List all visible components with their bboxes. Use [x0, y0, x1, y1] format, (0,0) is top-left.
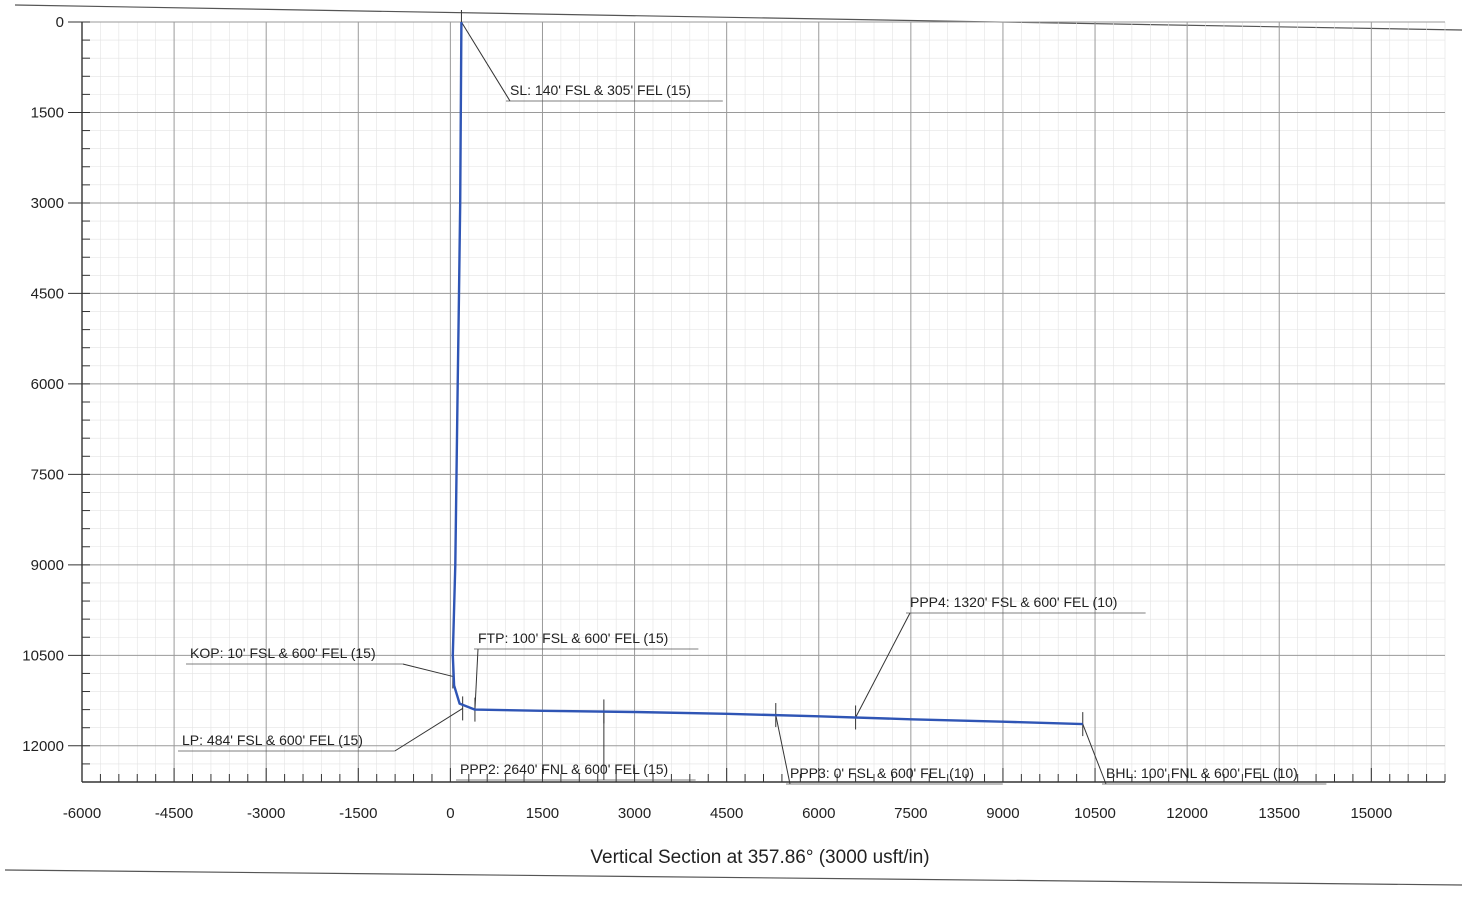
y-tick-label: 9000	[31, 557, 64, 574]
x-tick-label: 9000	[986, 805, 1019, 822]
x-tick-label: -3000	[247, 805, 285, 822]
y-tick-label: 7500	[31, 466, 64, 483]
x-tick-label: -6000	[63, 805, 101, 822]
y-tick-label: 10500	[22, 647, 64, 664]
wellbore-trajectory-line	[451, 21, 1083, 726]
x-tick-label: 12000	[1166, 805, 1208, 822]
bottom-rule	[4, 869, 1463, 886]
y-tick-label: 3000	[31, 195, 64, 212]
x-tick-label: 15000	[1350, 805, 1392, 822]
x-tick-label: -1500	[339, 805, 377, 822]
x-tick-label: 0	[446, 805, 454, 822]
x-tick-label: 13500	[1258, 805, 1300, 822]
x-tick-label: 6000	[802, 805, 835, 822]
major-grid	[81, 21, 1445, 782]
annotation-leader	[474, 648, 479, 710]
annotation-label: PPP4: 1320' FSL & 600' FEL (10)	[910, 594, 1117, 610]
series-layer	[451, 21, 1083, 726]
annotation-label: FTP: 100' FSL & 600' FEL (15)	[478, 630, 668, 646]
y-tick-label: 4500	[31, 285, 64, 302]
annotation-leader	[394, 707, 463, 752]
annotation-leader	[461, 21, 511, 102]
y-tick-label: 6000	[31, 376, 64, 393]
x-tick-label: 3000	[618, 805, 651, 822]
annotation-label: KOP: 10' FSL & 600' FEL (15)	[190, 645, 376, 661]
annotation-label: LP: 484' FSL & 600' FEL (15)	[182, 732, 363, 748]
y-tick-label: 1500	[31, 104, 64, 121]
tick-marks	[68, 21, 1446, 783]
x-tick-label: 10500	[1074, 805, 1116, 822]
annotation-label: BHL: 100' FNL & 600' FEL (10)	[1106, 765, 1298, 781]
top-rule	[14, 4, 1463, 31]
annotation-label: PPP3: 0' FSL & 600' FEL (10)	[790, 765, 974, 781]
tick-labels: -6000 -4500 -3000 -1500 0 1500 3000 4500 6000 750…	[22, 14, 1392, 822]
annotation-labels: SL: 140' FSL & 305' FEL (15) KOP: 10' FSL…	[182, 82, 1298, 781]
annotation-leaders	[178, 10, 1327, 785]
annotation-leader	[1082, 723, 1107, 785]
x-axis-label: Vertical Section at 357.86° (3000 usft/i…	[590, 847, 929, 868]
annotation-label: PPP2: 2640' FNL & 600' FEL (15)	[460, 761, 668, 777]
x-tick-label: -4500	[155, 805, 193, 822]
y-tick-label: 12000	[22, 738, 64, 755]
annotation-leader	[402, 663, 453, 677]
annotation-leader	[855, 612, 911, 718]
annotation-leader	[775, 714, 791, 785]
x-tick-label: 4500	[710, 805, 743, 822]
annotation-label: SL: 140' FSL & 305' FEL (15)	[510, 82, 691, 98]
y-tick-label: 0	[56, 14, 64, 31]
x-tick-label: 7500	[894, 805, 927, 822]
x-tick-label: 1500	[526, 805, 559, 822]
